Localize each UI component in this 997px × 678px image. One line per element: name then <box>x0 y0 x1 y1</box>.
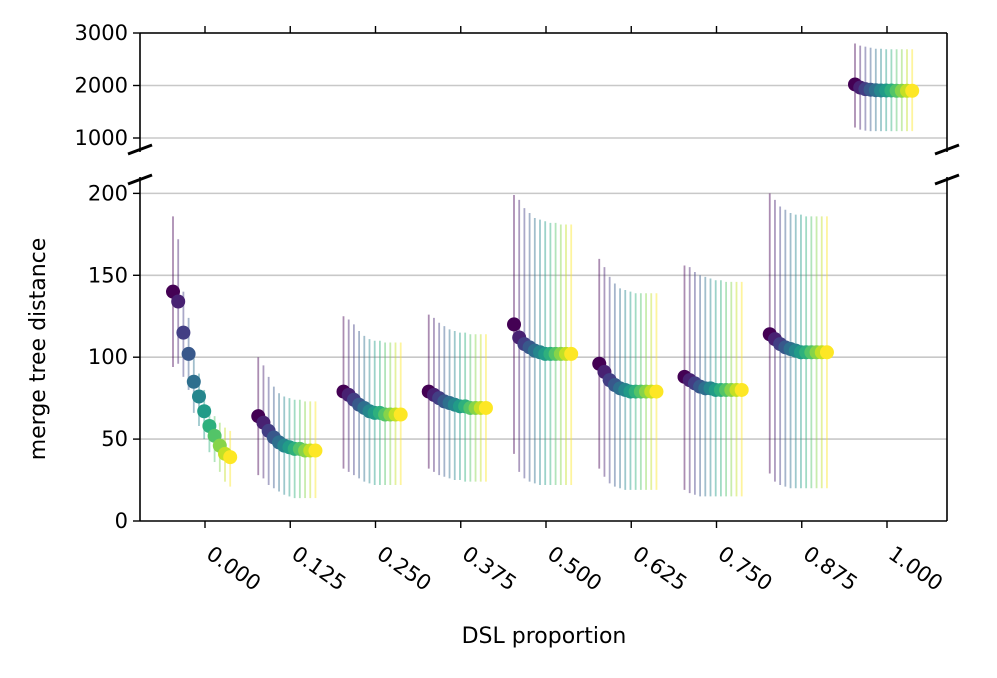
x-tick-label: 0.750 <box>714 541 777 595</box>
y-tick-label: 0 <box>115 509 128 533</box>
mean-point <box>564 346 579 361</box>
y-tick-label: 150 <box>88 263 128 287</box>
mean-point <box>393 407 408 422</box>
y-tick-label: 3000 <box>75 21 128 45</box>
y-tick-label: 100 <box>88 345 128 369</box>
x-tick-label: 0.875 <box>799 541 862 595</box>
mean-point <box>308 443 323 458</box>
x-tick-label: 0.500 <box>543 541 606 595</box>
x-tick-label: 0.375 <box>458 541 521 595</box>
mean-point-layer <box>166 77 920 465</box>
error-bar-layer <box>172 43 914 499</box>
mean-point <box>819 345 834 360</box>
mean-point <box>171 294 186 309</box>
y-tick-label: 2000 <box>75 74 128 98</box>
y-tick-label: 200 <box>88 181 128 205</box>
axis-break-mark <box>934 143 960 156</box>
mean-point <box>507 317 521 332</box>
mean-point <box>734 382 749 397</box>
y-tick-label: 50 <box>101 427 128 451</box>
mean-point <box>649 384 664 399</box>
axis-break-mark <box>934 173 960 186</box>
x-axis-title: DSL proportion <box>462 624 627 649</box>
y-tick-label: 1000 <box>75 126 128 150</box>
x-tick-label: 0.250 <box>373 541 436 595</box>
x-tick-label: 0.625 <box>628 541 691 595</box>
y-axis-title: merge tree distance <box>26 238 51 461</box>
axis-break-mark <box>127 143 153 156</box>
x-tick-label: 0.000 <box>202 541 265 595</box>
x-tick-label: 0.125 <box>287 541 350 595</box>
mean-point <box>192 389 206 404</box>
grid-layer <box>140 32 947 440</box>
mean-point <box>186 374 201 389</box>
mean-point <box>478 400 493 415</box>
axis-break-mark <box>127 173 153 186</box>
axes-layer <box>127 32 960 522</box>
mean-point <box>223 450 238 465</box>
mean-point <box>197 404 212 419</box>
mean-point <box>181 346 196 361</box>
x-tick-label: 1.000 <box>884 541 947 595</box>
mean-point <box>905 83 920 98</box>
mean-point <box>176 325 191 340</box>
